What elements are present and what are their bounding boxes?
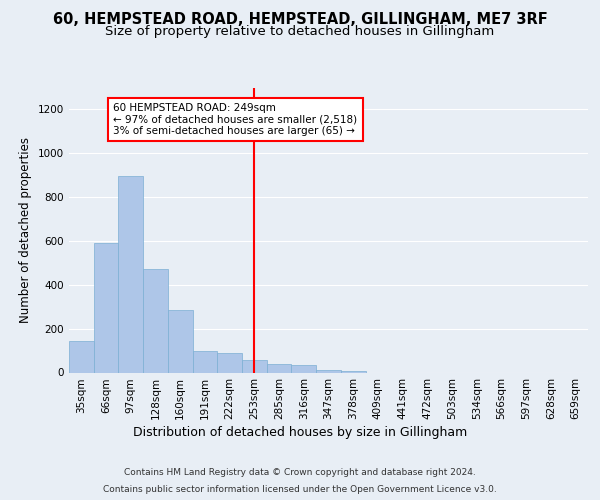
- Bar: [292, 365, 316, 372]
- Y-axis label: Number of detached properties: Number of detached properties: [19, 137, 32, 323]
- Bar: [118, 176, 143, 372]
- Text: Contains HM Land Registry data © Crown copyright and database right 2024.: Contains HM Land Registry data © Crown c…: [124, 468, 476, 477]
- Text: 60, HEMPSTEAD ROAD, HEMPSTEAD, GILLINGHAM, ME7 3RF: 60, HEMPSTEAD ROAD, HEMPSTEAD, GILLINGHA…: [53, 12, 547, 28]
- Text: Contains public sector information licensed under the Open Government Licence v3: Contains public sector information licen…: [103, 484, 497, 494]
- Bar: [193, 350, 217, 372]
- Bar: [242, 360, 267, 372]
- Text: Distribution of detached houses by size in Gillingham: Distribution of detached houses by size …: [133, 426, 467, 439]
- Bar: [267, 364, 292, 372]
- Bar: [168, 310, 193, 372]
- Text: Size of property relative to detached houses in Gillingham: Size of property relative to detached ho…: [106, 25, 494, 38]
- Bar: [217, 353, 242, 372]
- Bar: [69, 340, 94, 372]
- Bar: [94, 243, 118, 372]
- Bar: [143, 270, 168, 372]
- Text: 60 HEMPSTEAD ROAD: 249sqm
← 97% of detached houses are smaller (2,518)
3% of sem: 60 HEMPSTEAD ROAD: 249sqm ← 97% of detac…: [113, 103, 358, 136]
- Bar: [316, 370, 341, 372]
